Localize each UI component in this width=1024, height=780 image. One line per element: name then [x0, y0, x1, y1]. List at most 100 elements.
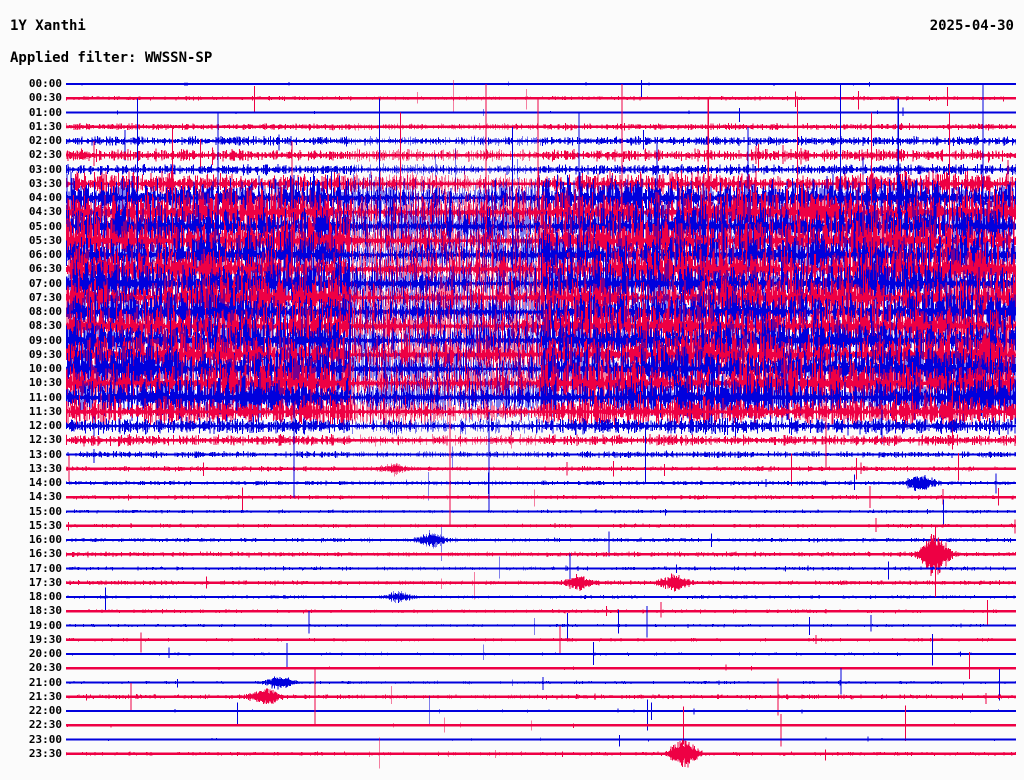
time-tick-label: 17:00	[28, 561, 62, 575]
trace-row	[66, 147, 1016, 195]
seismogram-svg	[66, 80, 1016, 769]
trace-row	[66, 472, 1016, 501]
trace-path	[66, 139, 1016, 173]
time-tick-label: 16:00	[28, 533, 62, 546]
trace-row	[66, 160, 1016, 208]
time-tick-label: 00:30	[28, 91, 62, 105]
time-tick-label: 23:30	[28, 746, 62, 760]
trace-path	[66, 383, 1016, 450]
trace-row	[66, 452, 1016, 487]
time-tick-label: 18:30	[28, 604, 62, 618]
time-tick-label: 21:00	[28, 675, 62, 689]
time-tick-label: 20:30	[28, 661, 62, 675]
trace-path	[66, 485, 1016, 513]
trace-row	[66, 80, 1016, 100]
time-tick-label: 11:00	[28, 390, 62, 404]
trace-row	[66, 130, 1016, 161]
trace-path	[66, 452, 1016, 487]
time-tick-label: 11:30	[28, 404, 62, 418]
station-title: 1Y Xanthi	[10, 18, 86, 34]
trace-path	[66, 446, 1016, 469]
trace-row	[66, 383, 1016, 450]
trace-path	[66, 499, 1016, 527]
trace-row	[66, 107, 1016, 122]
time-tick-label: 23:00	[28, 732, 62, 746]
trace-path	[66, 353, 1016, 426]
trace-path	[66, 668, 1016, 701]
trace-path	[66, 80, 1016, 100]
trace-row	[66, 526, 1016, 562]
time-tick-label: 04:30	[28, 205, 62, 219]
time-tick-label: 01:00	[28, 105, 62, 119]
trace-row	[66, 652, 1016, 679]
time-tick-label: 16:30	[28, 547, 62, 561]
trace-row	[66, 123, 1016, 131]
time-tick-label: 15:00	[28, 504, 62, 518]
trace-row	[66, 600, 1016, 625]
time-tick-label: 02:30	[28, 148, 62, 162]
time-tick-label: 12:30	[28, 433, 62, 447]
time-tick-label: 02:00	[28, 134, 62, 147]
time-tick-label: 22:30	[28, 718, 62, 732]
time-tick-label: 22:00	[28, 704, 62, 717]
trace-row	[66, 353, 1016, 426]
trace-row	[66, 587, 1016, 611]
trace-path	[66, 107, 1016, 122]
trace-path	[66, 652, 1016, 679]
trace-row	[66, 446, 1016, 469]
time-tick-label: 10:00	[28, 362, 62, 375]
time-tick-label: 05:30	[28, 233, 62, 247]
trace-row	[66, 572, 1016, 600]
time-tick-label: 20:00	[28, 647, 62, 660]
trace-path	[66, 130, 1016, 161]
trace-row	[66, 678, 1016, 716]
time-tick-label: 18:00	[28, 590, 62, 603]
trace-path	[66, 123, 1016, 131]
trace-row	[66, 668, 1016, 701]
trace-path	[66, 472, 1016, 501]
time-tick-label: 01:30	[28, 119, 62, 133]
trace-row	[66, 634, 1016, 668]
time-tick-label: 17:30	[28, 575, 62, 589]
trace-path	[66, 409, 1016, 444]
time-tick-label: 19:30	[28, 632, 62, 646]
trace-path	[66, 518, 1016, 534]
trace-path	[66, 160, 1016, 208]
trace-row	[66, 735, 1016, 747]
trace-path	[66, 170, 1016, 258]
trace-row	[66, 409, 1016, 444]
trace-row	[66, 499, 1016, 527]
time-tick-label: 08:30	[28, 319, 62, 333]
date-label: 2025-04-30	[929, 18, 1014, 34]
time-tick-label: 03:30	[28, 176, 62, 190]
trace-path	[66, 735, 1016, 747]
trace-path	[66, 553, 1016, 587]
trace-path	[66, 696, 1016, 731]
trace-row	[66, 696, 1016, 731]
time-tick-label: 07:30	[28, 290, 62, 304]
trace-row	[66, 139, 1016, 173]
trace-path	[66, 147, 1016, 195]
time-tick-label: 15:30	[28, 518, 62, 532]
time-tick-label: 14:00	[28, 476, 62, 489]
time-tick-label: 12:00	[28, 419, 62, 432]
applied-filter-label: Applied filter: WWSSN-SP	[10, 50, 213, 66]
seismogram-trace-area	[66, 80, 1016, 772]
time-tick-label: 00:00	[28, 77, 62, 90]
trace-path	[66, 587, 1016, 611]
time-tick-label: 14:30	[28, 490, 62, 504]
time-tick-label: 07:00	[28, 276, 62, 290]
time-tick-label: 04:00	[28, 191, 62, 204]
trace-path	[66, 239, 1016, 332]
trace-path	[66, 600, 1016, 625]
time-tick-label: 06:00	[28, 248, 62, 261]
trace-path	[66, 606, 1016, 640]
trace-row	[66, 626, 1016, 654]
time-tick-label: 05:00	[28, 219, 62, 233]
trace-row	[66, 606, 1016, 640]
trace-row	[66, 533, 1016, 576]
time-tick-label: 08:00	[28, 305, 62, 318]
time-tick-label: 03:00	[28, 162, 62, 176]
trace-path	[66, 626, 1016, 654]
time-tick-label: 21:30	[28, 689, 62, 703]
